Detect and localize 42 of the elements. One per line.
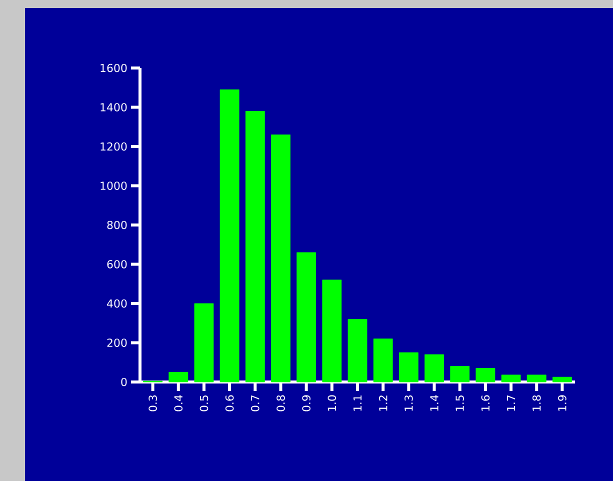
bar [168, 372, 188, 382]
x-tick-label: 1.5 [456, 395, 464, 411]
bar [526, 374, 546, 382]
x-tick-label: 0.8 [276, 395, 285, 412]
x-tick-label: 0.4 [174, 395, 183, 412]
x-tick-label: 1.2 [379, 396, 388, 411]
bar [348, 318, 368, 382]
x-tick-label: 0.5 [200, 395, 208, 412]
bar [373, 338, 393, 382]
bar [450, 366, 470, 382]
bar [220, 89, 240, 382]
bar [296, 252, 316, 382]
y-tick-label: 1600 [100, 64, 127, 72]
bar [322, 280, 342, 382]
bar [476, 368, 496, 382]
x-tick-label: 1.0 [328, 395, 336, 411]
y-tick-label: 600 [107, 260, 127, 268]
bar [424, 354, 444, 382]
x-tick-label: 1.7 [507, 395, 516, 411]
bar [271, 134, 290, 382]
x-tick-label: 1.8 [532, 395, 541, 411]
bar [245, 110, 265, 382]
y-tick-label: 800 [107, 220, 127, 230]
bar [398, 352, 418, 382]
x-tick-label: 1.3 [404, 395, 413, 411]
x-tick-label: 1.4 [430, 395, 438, 411]
x-tick-label: 0.9 [302, 395, 310, 412]
x-tick-label: 1.9 [558, 395, 566, 411]
y-tick-label: 1000 [100, 182, 127, 190]
x-tick-label: 1.6 [481, 395, 490, 411]
x-tick-label: 1.1 [354, 396, 362, 411]
y-tick-label: 0 [121, 378, 127, 386]
y-tick-label: 1200 [100, 142, 127, 151]
x-tick-label: 0.7 [251, 395, 260, 412]
y-tick-label: 200 [107, 338, 127, 347]
y-tick-label: 400 [107, 299, 127, 308]
y-tick-label: 1400 [100, 103, 127, 112]
x-tick-label: 0.3 [148, 395, 157, 412]
bar [501, 374, 521, 382]
bar [194, 303, 214, 382]
x-tick-label: 0.6 [225, 395, 234, 412]
bar [552, 376, 572, 382]
